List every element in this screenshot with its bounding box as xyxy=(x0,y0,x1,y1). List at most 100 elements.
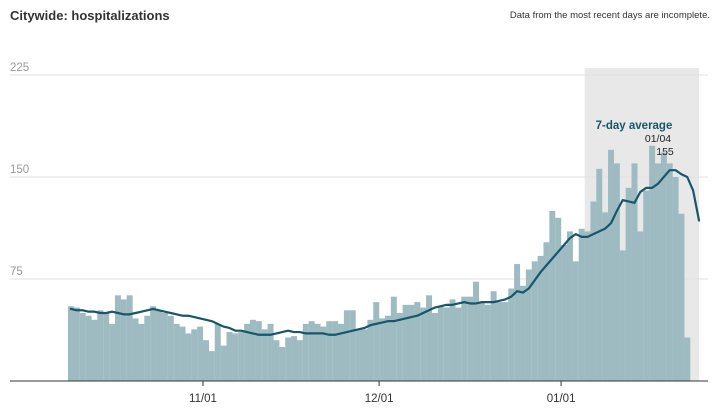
daily-bar xyxy=(179,326,186,381)
daily-bar xyxy=(203,340,209,381)
daily-bar xyxy=(443,307,450,381)
daily-bar xyxy=(584,231,591,381)
daily-bar xyxy=(590,201,597,381)
daily-bar xyxy=(431,313,438,381)
daily-bar xyxy=(208,351,215,381)
daily-bar xyxy=(279,347,286,381)
daily-bar xyxy=(572,261,579,381)
daily-bar xyxy=(449,299,456,381)
daily-bar xyxy=(97,310,104,381)
daily-bar xyxy=(390,296,397,381)
daily-bar xyxy=(566,231,573,381)
daily-bar xyxy=(655,163,661,381)
daily-bar xyxy=(490,291,497,381)
daily-bar xyxy=(197,326,204,381)
daily-bar xyxy=(549,211,556,381)
daily-bar xyxy=(519,285,526,381)
daily-bar xyxy=(343,310,350,381)
daily-bar xyxy=(561,245,568,381)
daily-bar xyxy=(649,145,656,381)
daily-bar xyxy=(672,177,679,381)
daily-bar xyxy=(285,337,292,381)
daily-bar xyxy=(613,163,620,381)
daily-bar xyxy=(308,321,315,381)
chart-title: Citywide: hospitalizations xyxy=(10,8,170,23)
daily-bar xyxy=(355,329,362,381)
daily-bar xyxy=(126,295,133,381)
daily-bar xyxy=(338,323,344,381)
daily-bar xyxy=(68,306,74,381)
daily-bar xyxy=(602,212,609,381)
daily-bar xyxy=(109,323,116,381)
daily-bar xyxy=(156,310,163,381)
daily-bar xyxy=(173,323,180,381)
daily-bar xyxy=(249,319,256,381)
daily-bar xyxy=(455,307,462,381)
daily-bar xyxy=(396,313,403,381)
daily-bar xyxy=(473,281,479,381)
daily-bar xyxy=(414,302,421,381)
daily-bar xyxy=(484,304,491,381)
daily-bar xyxy=(238,332,245,381)
daily-bar xyxy=(296,340,303,381)
x-tick-label: 01/01 xyxy=(547,393,576,405)
daily-bar xyxy=(144,315,151,381)
daily-bar xyxy=(555,217,562,381)
daily-bar xyxy=(508,288,515,381)
daily-bar xyxy=(79,313,86,381)
average-annotation-value: 155 xyxy=(656,146,674,158)
incomplete-data-note: Data from the most recent days are incom… xyxy=(509,10,710,21)
daily-bar xyxy=(367,319,374,381)
daily-bar xyxy=(531,261,538,381)
daily-bar xyxy=(514,264,521,381)
daily-bar xyxy=(361,329,368,381)
daily-bar xyxy=(226,332,233,381)
daily-bar xyxy=(114,295,121,381)
daily-bar xyxy=(138,323,145,381)
daily-bar xyxy=(525,269,532,381)
daily-bar xyxy=(185,333,192,381)
daily-bar xyxy=(684,337,691,381)
average-annotation-label: 7-day average xyxy=(596,120,673,132)
daily-bar xyxy=(73,307,80,381)
daily-bar xyxy=(120,299,127,381)
daily-bar xyxy=(302,323,309,381)
daily-bar xyxy=(332,321,339,381)
x-tick-label: 12/01 xyxy=(365,393,394,405)
daily-bar xyxy=(91,319,98,381)
daily-bar xyxy=(379,318,386,381)
daily-bar xyxy=(543,242,550,381)
daily-bar xyxy=(191,329,198,381)
daily-bar xyxy=(608,149,615,381)
daily-bar xyxy=(660,152,667,381)
daily-bar xyxy=(326,321,333,381)
daily-bar xyxy=(637,231,644,381)
daily-bar xyxy=(619,250,626,381)
daily-bar xyxy=(537,255,544,381)
daily-bar xyxy=(467,296,474,381)
x-tick-label: 11/01 xyxy=(189,393,217,405)
daily-bar xyxy=(161,313,168,381)
daily-bar xyxy=(314,323,321,381)
daily-bar xyxy=(596,168,603,381)
daily-bar xyxy=(643,190,650,381)
daily-bar xyxy=(478,302,485,381)
daily-bar xyxy=(437,306,444,381)
daily-bar xyxy=(85,315,92,381)
daily-bar xyxy=(267,323,274,381)
daily-bar xyxy=(426,295,433,381)
daily-bar xyxy=(103,313,110,381)
daily-bar xyxy=(631,163,638,381)
daily-bar xyxy=(349,310,356,381)
daily-bar xyxy=(502,302,509,381)
daily-bar xyxy=(244,323,251,381)
daily-bar xyxy=(167,315,174,381)
daily-bar xyxy=(320,326,327,381)
daily-bar xyxy=(625,187,632,381)
daily-bar xyxy=(402,304,409,381)
daily-bar xyxy=(578,228,585,381)
daily-bar xyxy=(678,213,685,381)
daily-bar xyxy=(384,315,391,381)
average-annotation-date: 01/04 xyxy=(645,133,671,145)
daily-bar xyxy=(420,307,427,381)
